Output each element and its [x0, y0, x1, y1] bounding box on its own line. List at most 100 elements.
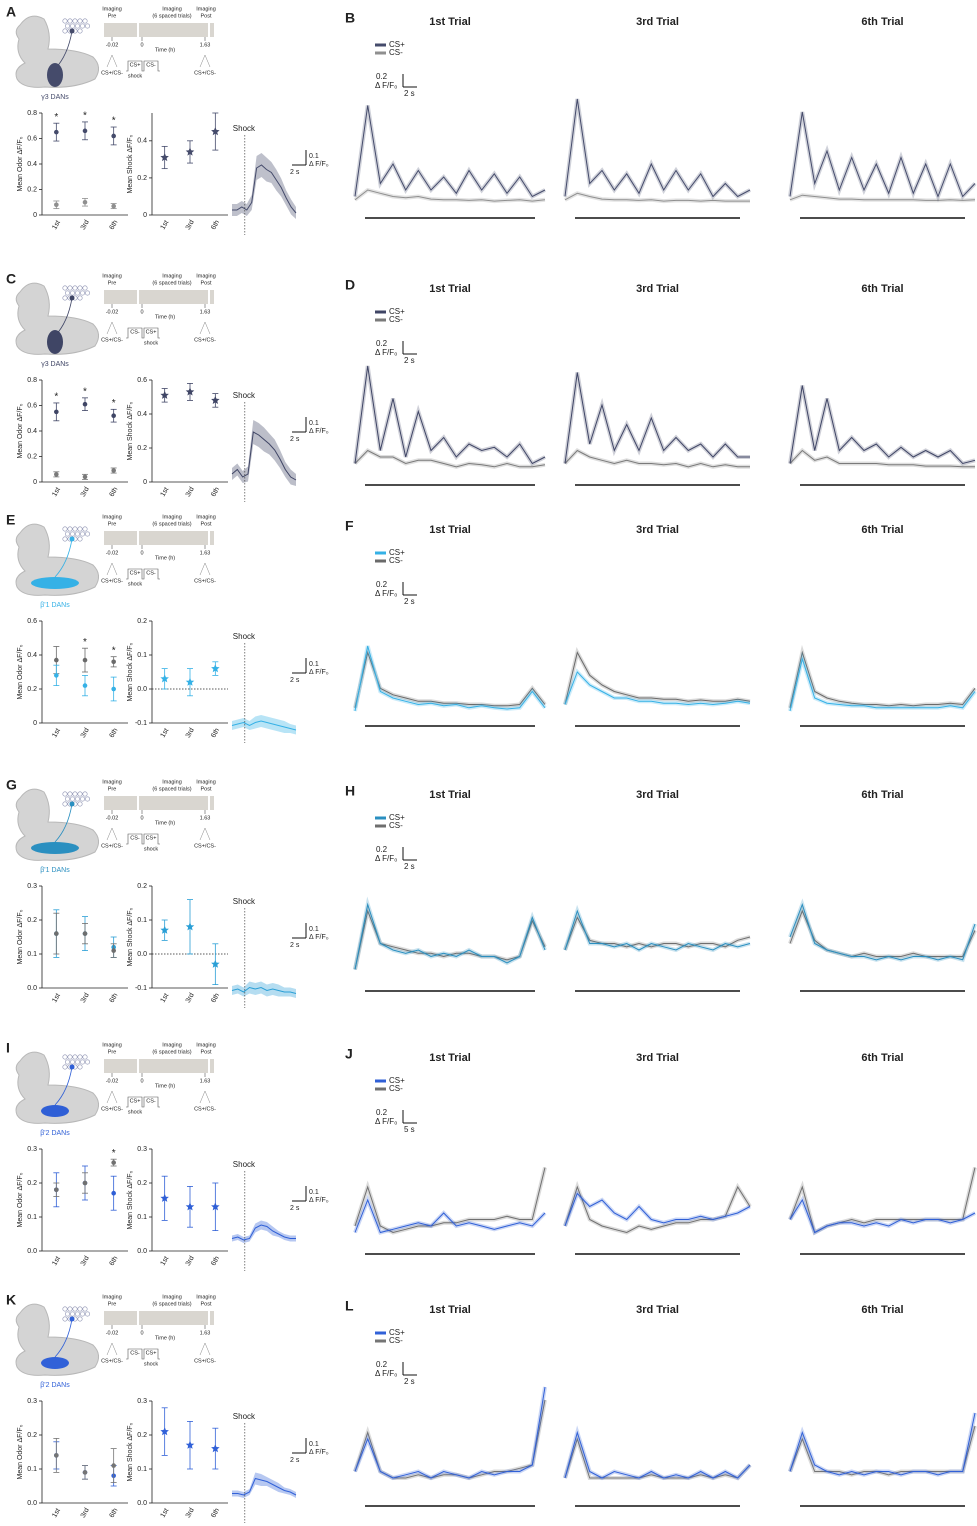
timeline-header: Pre — [108, 280, 117, 286]
legend-label: CS+ — [389, 40, 405, 49]
cell-body — [80, 796, 86, 802]
error-band — [232, 1472, 296, 1498]
trace-band — [563, 646, 751, 705]
trace-line — [789, 111, 976, 198]
data-point — [54, 409, 59, 415]
trace-line — [232, 164, 297, 214]
trial-odor: CS+ — [146, 329, 157, 335]
timeline-gap — [208, 290, 210, 304]
panel-letter: G — [6, 777, 17, 793]
cell-body — [77, 1316, 83, 1322]
odor-label: CS+/CS- — [101, 70, 123, 76]
trace-band — [788, 1195, 976, 1236]
y-tick-label: 0.1 — [27, 1214, 37, 1221]
significance: * — [83, 386, 87, 397]
data-point — [111, 413, 116, 419]
trace-band — [563, 1425, 752, 1481]
y-axis-label: Mean Odor ΔF/F₀ — [17, 909, 24, 964]
x-tick-label: 3rd — [80, 992, 91, 1004]
trace-line — [789, 385, 976, 465]
trial-odor: CS- — [146, 570, 156, 576]
lobe — [31, 842, 79, 854]
timeline-header: Imaging — [162, 1294, 182, 1300]
trace-line — [354, 650, 546, 708]
data-point — [82, 1180, 88, 1186]
trace-band — [788, 898, 977, 963]
data-point — [111, 1160, 116, 1165]
y-axis-label: Mean Odor ΔF/F₀ — [17, 644, 24, 699]
time-label: -0.02 — [106, 550, 119, 556]
cell-body — [72, 285, 78, 291]
neuron-label: γ3 DANs — [41, 94, 69, 101]
timeline-bar — [104, 23, 214, 37]
scale-x-label: 2 s — [404, 356, 415, 365]
y-tick-label: 0.2 — [27, 453, 37, 460]
brain-outline — [15, 282, 99, 355]
cell-body — [62, 1054, 68, 1060]
cell-body — [62, 1306, 68, 1312]
trace-band — [353, 645, 547, 709]
timeline-gap — [208, 796, 210, 810]
legend-label: CS+ — [389, 307, 405, 316]
timeline-gap — [137, 1059, 139, 1073]
trial-title: 1st Trial — [429, 1304, 471, 1316]
timeline-header: Imaging — [102, 514, 122, 520]
y-tick-label: 0.2 — [27, 186, 37, 193]
timeline-gap — [208, 1059, 210, 1073]
trace-line — [789, 1412, 976, 1476]
time-label: -0.02 — [106, 309, 119, 315]
panel-letter: L — [345, 1298, 354, 1314]
cell-body — [80, 1059, 86, 1065]
x-tick-label: 1st — [160, 727, 171, 739]
cell-body — [62, 1316, 68, 1322]
data-point — [54, 1187, 59, 1193]
cell-body — [77, 536, 83, 542]
cell-body — [82, 791, 88, 797]
trace-line — [789, 902, 976, 961]
cell-body — [75, 796, 81, 802]
timeline-header: Imaging — [196, 6, 216, 12]
y-tick-label: 0.2 — [27, 1180, 37, 1187]
lobe — [31, 577, 79, 589]
brain-outline — [15, 1303, 99, 1376]
timeline-header: (6 spaced trials) — [152, 786, 191, 792]
cell-body — [62, 526, 68, 532]
data-point — [111, 659, 116, 665]
trial-title: 3rd Trial — [636, 524, 679, 536]
trace-line — [564, 1430, 751, 1479]
x-tick-label: 3rd — [80, 1507, 91, 1519]
x-tick-label: 6th — [108, 727, 119, 739]
cell-body — [62, 791, 68, 797]
trace-band — [353, 105, 546, 200]
trace-line — [564, 449, 750, 468]
cell-body — [67, 1306, 73, 1312]
trial-title: 3rd Trial — [636, 283, 679, 295]
cell-body — [82, 1054, 88, 1060]
trace-band — [353, 904, 547, 970]
cell-body — [85, 796, 91, 802]
x-tick-label: 3rd — [80, 727, 91, 739]
cell-body — [80, 1311, 86, 1317]
y-tick-label: 0 — [33, 212, 37, 219]
data-point — [82, 474, 88, 480]
x-tick-label: 1st — [51, 1507, 62, 1519]
trial-title: 1st Trial — [429, 283, 471, 295]
trial-odor: CS+ — [130, 570, 141, 576]
y-tick-label: 0.6 — [137, 377, 147, 384]
x-tick-label: 6th — [108, 486, 119, 498]
panel-letter: D — [345, 277, 355, 293]
cell-body — [62, 18, 68, 24]
y-tick-label: 0.4 — [137, 138, 147, 145]
cell-body — [67, 791, 73, 797]
lobe — [47, 330, 63, 354]
y-axis-label: Mean Shock ΔF/F₀ — [127, 134, 134, 193]
scale-y-unit: Δ F/F₀ — [309, 1197, 329, 1204]
y-tick-label: 0.8 — [27, 377, 37, 384]
scale-y-label: 0.1 — [309, 153, 319, 160]
y-tick-label: 0.0 — [137, 1248, 147, 1255]
scale-y-unit: Δ F/F₀ — [375, 81, 397, 90]
y-axis-label: Mean Odor ΔF/F₀ — [17, 1424, 24, 1479]
trial-title: 6th Trial — [861, 524, 903, 536]
trace-line — [232, 1477, 297, 1496]
timeline-gap — [137, 23, 139, 37]
